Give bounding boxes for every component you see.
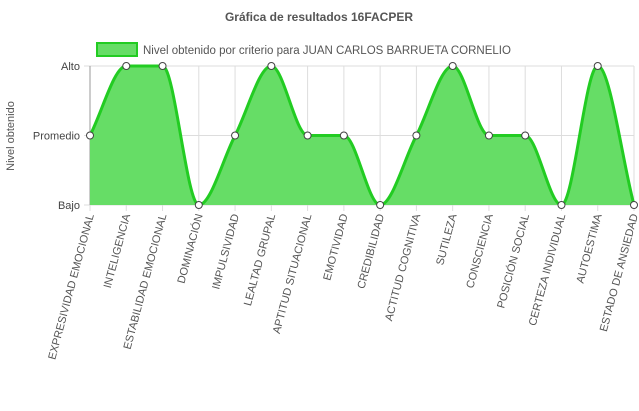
x-tick-label: EMOTIVIDAD	[321, 213, 350, 282]
x-tick-label: AUTOESTIMA	[575, 212, 605, 285]
data-point[interactable]	[630, 201, 638, 209]
x-tick-label: DOMINACIÓN	[175, 212, 206, 284]
data-point[interactable]	[484, 131, 493, 140]
data-point[interactable]	[122, 62, 131, 70]
y-tick-label: Bajo	[58, 200, 80, 212]
x-tick-label: ESTADO DE ANSIEDAD	[598, 213, 639, 333]
data-point[interactable]	[194, 201, 203, 209]
legend[interactable]: Nivel obtenido por criterio para JUAN CA…	[96, 42, 511, 57]
legend-swatch	[96, 42, 138, 57]
x-tick-label: SUTILEZA	[434, 212, 459, 267]
x-tick-label: LEALTAD GRUPAL	[242, 213, 278, 308]
data-point[interactable]	[593, 62, 602, 70]
data-point[interactable]	[521, 131, 530, 140]
y-tick-label: Promedio	[33, 131, 80, 143]
data-point[interactable]	[339, 131, 348, 140]
x-tick-label: EXPRESIVIDAD EMOCIONAL	[46, 213, 97, 361]
x-tick-label: POSICIÓN SOCIAL	[494, 212, 532, 309]
x-tick-label: ACTITUD COGNITIVA	[383, 212, 423, 322]
y-axis-label: Nivel obtenido	[5, 101, 17, 171]
x-tick-label: APTITUD SITUACIONAL	[271, 213, 315, 335]
data-point[interactable]	[376, 201, 385, 209]
x-tick-label: INTELIGENCIA	[102, 212, 134, 290]
x-tick-label: CREDIBILIDAD	[356, 213, 388, 291]
x-tick-label: ESTABILIDAD EMOCIONAL	[122, 213, 170, 351]
data-point[interactable]	[158, 62, 167, 70]
y-ticks: Bajo Promedio Alto	[33, 61, 80, 212]
data-point[interactable]	[557, 201, 566, 209]
data-point[interactable]	[448, 62, 457, 70]
x-tick-label: CERTEZA INDIVIDUAL	[527, 213, 568, 328]
y-tick-label: Alto	[61, 61, 80, 73]
x-tick-label: IMPULSIVIDAD	[210, 213, 242, 291]
data-point[interactable]	[412, 131, 421, 140]
chart-title: Gráfica de resultados 16FACPER	[225, 10, 413, 24]
data-point[interactable]	[303, 131, 312, 140]
data-points	[86, 62, 638, 209]
x-ticks: EXPRESIVIDAD EMOCIONAL INTELIGENCIAESTABI…	[46, 212, 639, 361]
series-area	[90, 66, 634, 205]
x-tick-label: CONSCIENCIA	[464, 212, 496, 290]
data-point[interactable]	[267, 62, 276, 70]
data-point[interactable]	[86, 131, 94, 140]
legend-label: Nivel obtenido por criterio para JUAN CA…	[143, 45, 511, 57]
data-point[interactable]	[231, 131, 240, 140]
